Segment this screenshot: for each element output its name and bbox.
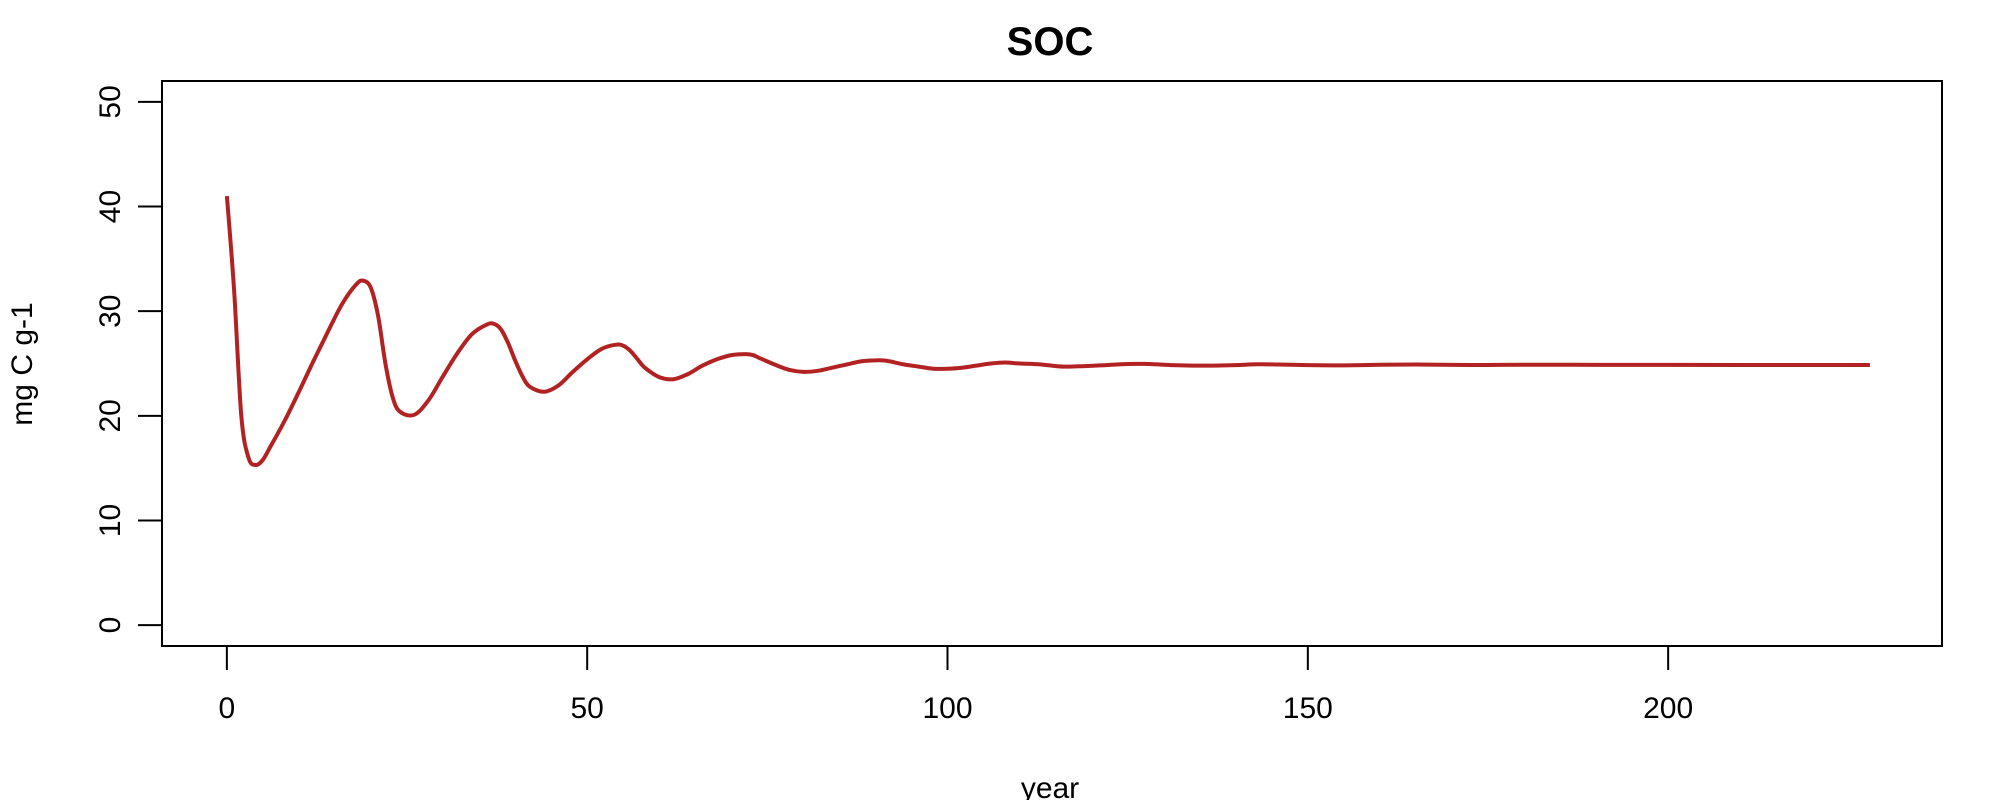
y-tick-label: 20 [94,399,127,432]
x-axis-label: year [1021,772,1079,800]
y-axis: 0 10 20 30 40 50 [94,85,162,633]
x-tick-label: 0 [219,692,236,725]
y-axis-label: mg C g-1 [6,302,39,425]
x-tick-label: 50 [570,692,603,725]
plot-area [161,80,1943,647]
x-tick-label: 200 [1643,692,1693,725]
chart-title: SOC [1007,20,1094,64]
y-tick-label: 40 [94,190,127,223]
y-tick-label: 0 [94,617,127,634]
y-tick-label: 50 [94,85,127,118]
series-layer [224,195,1870,468]
x-axis: 0 50 100 150 200 [219,646,1693,725]
y-tick-label: 10 [94,504,127,537]
y-tick-label: 30 [94,294,127,327]
x-tick-label: 150 [1283,692,1333,725]
series-line-0 [224,195,1870,468]
x-tick-label: 100 [922,692,972,725]
